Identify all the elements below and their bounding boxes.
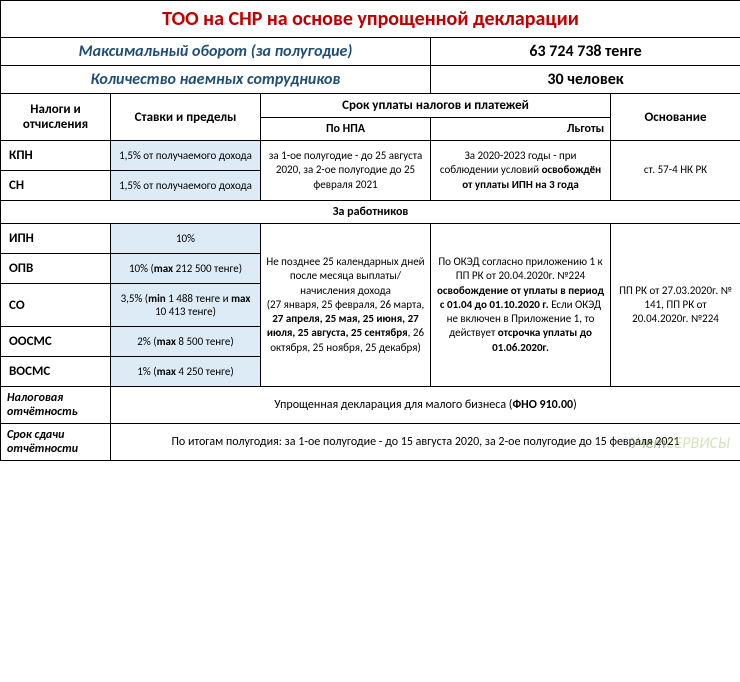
header-npa: По НПА bbox=[261, 118, 431, 141]
tax-table: ТОО на СНР на основе упрощенной декларац… bbox=[0, 0, 740, 461]
tax-report-value: Упрощенная декларация для малого бизнеса… bbox=[111, 387, 740, 424]
employees-value: 30 человек bbox=[431, 66, 740, 94]
sn-name: СН bbox=[1, 171, 111, 201]
so-name: СО bbox=[1, 284, 111, 327]
watermark-part1: Учет bbox=[630, 434, 666, 453]
header-rates: Ставки и пределы bbox=[111, 94, 261, 141]
workers-basis: ПП РК от 27.03.2020г. № 141, ПП РК от 20… bbox=[611, 224, 740, 387]
tax-report-label: Налоговая отчётность bbox=[1, 387, 111, 424]
so-rate: 3,5% (min 1 488 тенге и max 10 413 тенге… bbox=[111, 284, 261, 327]
kpn-basis: ст. 57-4 НК РК bbox=[611, 141, 740, 201]
ipn-rate: 10% bbox=[111, 224, 261, 254]
workers-benefit: По ОКЭД согласно приложению 1 к ПП РК от… bbox=[431, 224, 611, 387]
kpn-deadline: за 1-ое полугодие - до 25 августа 2020, … bbox=[261, 141, 431, 201]
oosms-rate: 2% (max 8 500 тенге) bbox=[111, 327, 261, 357]
opv-rate: 10% (max 212 500 тенге) bbox=[111, 254, 261, 284]
header-taxes: Налоги и отчисления bbox=[1, 94, 111, 141]
vosms-rate: 1% (max 4 250 тенге) bbox=[111, 357, 261, 387]
kpn-name: КПН bbox=[1, 141, 111, 171]
header-deadline: Срок уплаты налогов и платежей bbox=[261, 94, 611, 118]
workers-deadline: Не позднее 25 календарных дней после мес… bbox=[261, 224, 431, 387]
employees-label: Количество наемных сотрудников bbox=[1, 66, 431, 94]
kpn-rate: 1,5% от получаемого дохода bbox=[111, 141, 261, 171]
watermark-part2: СЕРВИСЫ bbox=[666, 434, 730, 453]
ipn-name: ИПН bbox=[1, 224, 111, 254]
title: ТОО на СНР на основе упрощенной декларац… bbox=[1, 1, 740, 38]
workers-header: За работников bbox=[1, 201, 740, 224]
watermark: УчетСЕРВИСЫ bbox=[630, 434, 730, 453]
max-turnover-value: 63 724 738 тенге bbox=[431, 38, 740, 66]
max-turnover-label: Максимальный оборот (за полугодие) bbox=[1, 38, 431, 66]
kpn-benefit: За 2020-2023 годы - при соблюдении услов… bbox=[431, 141, 611, 201]
sn-rate: 1,5% от получаемого дохода bbox=[111, 171, 261, 201]
vosms-name: ВОСМС bbox=[1, 357, 111, 387]
oosms-name: ООСМС bbox=[1, 327, 111, 357]
report-deadline-label: Срок сдачи отчётности bbox=[1, 424, 111, 461]
opv-name: ОПВ bbox=[1, 254, 111, 284]
